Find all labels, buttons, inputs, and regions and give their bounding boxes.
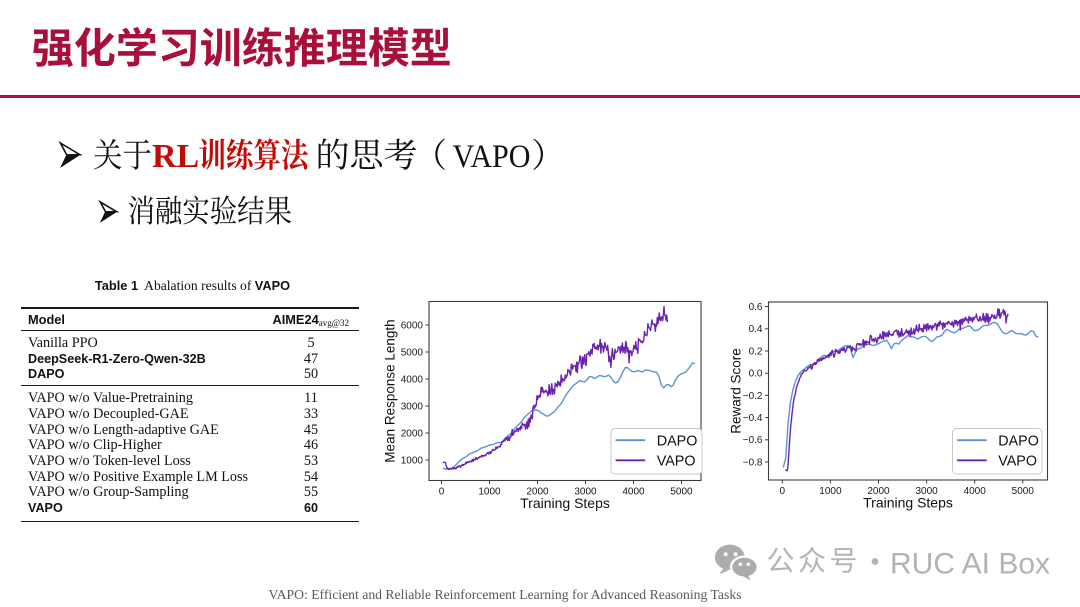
- svg-text:VAPO: VAPO: [453, 139, 531, 175]
- svg-text:5000: 5000: [401, 347, 424, 358]
- svg-text:3000: 3000: [574, 487, 597, 498]
- svg-text:2000: 2000: [867, 486, 890, 497]
- svg-text:RL: RL: [152, 138, 199, 175]
- svg-text:2000: 2000: [526, 487, 549, 498]
- svg-text:VAPO: VAPO: [657, 454, 696, 470]
- svg-text:RUC AI Box: RUC AI Box: [890, 548, 1050, 581]
- svg-text:5000: 5000: [670, 487, 693, 498]
- svg-text:2000: 2000: [401, 428, 424, 439]
- svg-text:−0.6: −0.6: [743, 435, 763, 446]
- svg-text:4000: 4000: [964, 486, 987, 497]
- svg-text:0.2: 0.2: [749, 346, 763, 357]
- svg-text:Training Steps: Training Steps: [520, 495, 610, 511]
- svg-text:5000: 5000: [1012, 486, 1035, 497]
- svg-text:1000: 1000: [401, 455, 424, 466]
- svg-text:VAPO: VAPO: [998, 454, 1037, 470]
- svg-text:0.0: 0.0: [749, 369, 763, 380]
- svg-text:1000: 1000: [478, 487, 501, 498]
- svg-text:−0.8: −0.8: [743, 457, 763, 468]
- svg-text:0.4: 0.4: [749, 324, 763, 335]
- svg-text:3000: 3000: [401, 401, 424, 412]
- svg-text:Mean Response Length: Mean Response Length: [383, 319, 398, 462]
- svg-text:DAPO: DAPO: [657, 434, 698, 450]
- svg-text:Training Steps: Training Steps: [863, 495, 953, 511]
- svg-text:4000: 4000: [622, 487, 645, 498]
- svg-text:0: 0: [780, 486, 786, 497]
- svg-text:−0.4: −0.4: [743, 413, 763, 424]
- svg-text:6000: 6000: [401, 320, 424, 331]
- svg-text:Reward Score: Reward Score: [729, 348, 744, 434]
- svg-text:−0.2: −0.2: [743, 391, 763, 402]
- svg-text:DAPO: DAPO: [998, 434, 1039, 450]
- svg-text:4000: 4000: [401, 374, 424, 385]
- svg-text:3000: 3000: [915, 486, 938, 497]
- svg-text:1000: 1000: [819, 486, 842, 497]
- svg-text:0: 0: [439, 487, 445, 498]
- svg-text:0.6: 0.6: [749, 302, 763, 313]
